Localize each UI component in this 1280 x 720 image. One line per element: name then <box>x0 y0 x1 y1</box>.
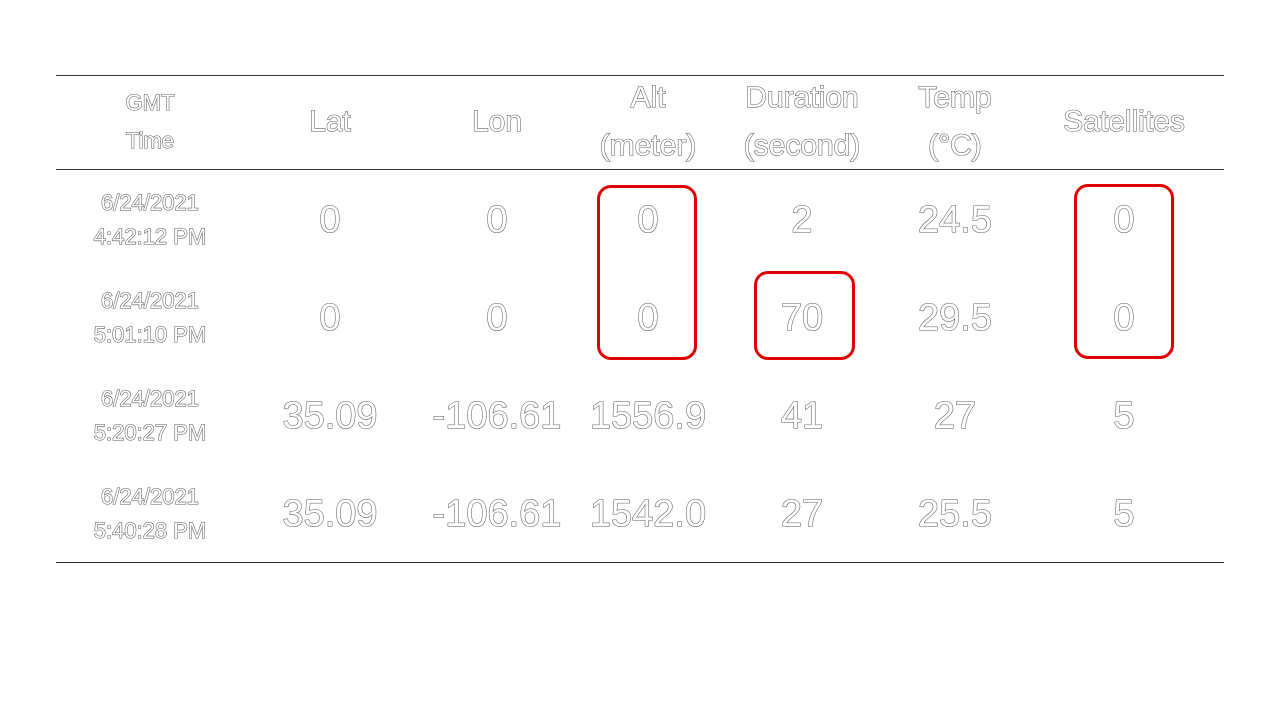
cell-alt: 1542.0 <box>589 492 707 535</box>
header-lon: Lon <box>471 104 523 138</box>
cell-lon: -106.61 <box>432 492 562 535</box>
cell-alt: 0 <box>637 198 659 241</box>
cell-lon: 0 <box>486 198 508 241</box>
cell-satellites: 0 <box>1113 296 1135 339</box>
highlight-satellites-zero <box>1074 184 1174 359</box>
header-duration: Duration (second) <box>743 80 861 162</box>
cell-time: 6/24/2021 5:40:28 PM <box>93 483 207 543</box>
header-lat: Lat <box>309 104 352 138</box>
cell-lat: 35.09 <box>282 394 378 437</box>
cell-lat: 0 <box>319 198 341 241</box>
header-gmt-time: GMT Time <box>125 89 175 153</box>
cell-lat: 0 <box>319 296 341 339</box>
cell-time: 6/24/2021 5:20:27 PM <box>93 385 207 445</box>
cell-time: 6/24/2021 5:01:10 PM <box>93 287 207 347</box>
cell-duration: 41 <box>780 394 824 437</box>
cell-duration: 27 <box>780 492 824 535</box>
cell-duration: 70 <box>780 296 824 339</box>
cell-satellites: 5 <box>1113 394 1135 437</box>
cell-satellites: 0 <box>1113 198 1135 241</box>
cell-lon: 0 <box>486 296 508 339</box>
highlight-alt-zero <box>597 185 697 360</box>
cell-alt: 0 <box>637 296 659 339</box>
cell-satellites: 5 <box>1113 492 1135 535</box>
data-table: GMT Time Lat Lon Alt (meter) Duration (s… <box>56 75 1224 564</box>
table-bottom-rule <box>56 562 1224 563</box>
cell-temp: 27 <box>933 394 977 437</box>
header-alt: Alt (meter) <box>599 80 697 162</box>
table-header-rule <box>56 169 1224 170</box>
header-satellites: Satellites <box>1063 104 1186 138</box>
highlight-duration-seventy <box>754 271 855 360</box>
table-top-rule <box>56 75 1224 76</box>
cell-lon: -106.61 <box>432 394 562 437</box>
cell-time: 6/24/2021 4:42:12 PM <box>93 189 207 249</box>
header-temp: Temp (°C) <box>918 80 992 162</box>
cell-temp: 25.5 <box>917 492 992 535</box>
cell-temp: 24.5 <box>917 198 992 241</box>
cell-lat: 35.09 <box>282 492 378 535</box>
cell-temp: 29.5 <box>917 296 992 339</box>
cell-alt: 1556.9 <box>589 394 707 437</box>
cell-duration: 2 <box>791 198 813 241</box>
